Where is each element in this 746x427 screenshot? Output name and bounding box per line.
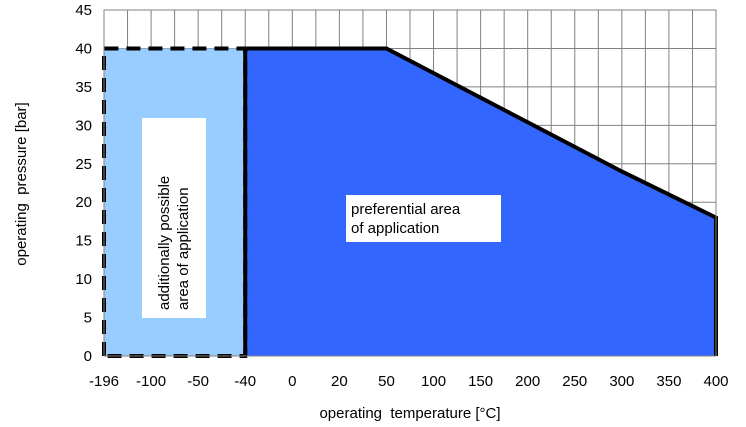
y-tick-label: 35 bbox=[75, 79, 92, 96]
y-tick-label: 25 bbox=[75, 156, 92, 173]
label-background bbox=[142, 118, 206, 318]
region-label-box-2: preferential area of application bbox=[346, 195, 501, 242]
y-tick-label: 15 bbox=[75, 233, 92, 250]
x-tick-label: 150 bbox=[468, 373, 493, 390]
x-tick-label: 250 bbox=[562, 373, 587, 390]
region-label-box-1: additionally possible area of application bbox=[142, 118, 206, 318]
x-tick-label: 50 bbox=[378, 373, 395, 390]
region-label-line: additionally possible bbox=[156, 176, 173, 310]
x-tick-label: 350 bbox=[656, 373, 681, 390]
x-tick-label: 20 bbox=[331, 373, 348, 390]
x-tick-label: -50 bbox=[187, 373, 209, 390]
x-tick-label: -196 bbox=[89, 373, 119, 390]
x-tick-label: 200 bbox=[515, 373, 540, 390]
y-tick-label: 40 bbox=[75, 40, 92, 57]
y-tick-label: 45 bbox=[75, 2, 92, 19]
x-tick-label: 0 bbox=[288, 373, 296, 390]
y-tick-label: 30 bbox=[75, 117, 92, 134]
x-tick-label: 300 bbox=[609, 373, 634, 390]
x-tick-label: 400 bbox=[703, 373, 728, 390]
y-tick-label: 5 bbox=[84, 310, 92, 327]
x-tick-labels: -196 -100 -50 -40 0 20 50 100 150 200 250 300 350 400 bbox=[89, 373, 729, 390]
label-background bbox=[346, 195, 501, 242]
y-axis-title: operating pressure [bar] bbox=[13, 102, 30, 265]
plot-frame bbox=[103, 9, 717, 357]
y-tick-label: 10 bbox=[75, 271, 92, 288]
x-tick-label: 100 bbox=[421, 373, 446, 390]
x-axis-title: operating temperature [°C] bbox=[319, 405, 500, 422]
x-tick-label: -40 bbox=[234, 373, 256, 390]
y-tick-label: 20 bbox=[75, 194, 92, 211]
annotations: additionally possible area of application… bbox=[142, 118, 501, 318]
y-tick-labels: 0 5 10 15 20 25 30 35 40 45 bbox=[75, 2, 92, 365]
y-tick-label: 0 bbox=[84, 348, 92, 365]
region-label-line: area of application bbox=[175, 187, 192, 310]
region-label-line: preferential area bbox=[351, 201, 461, 218]
region-label-line: of application bbox=[351, 220, 439, 237]
x-tick-label: -100 bbox=[136, 373, 166, 390]
